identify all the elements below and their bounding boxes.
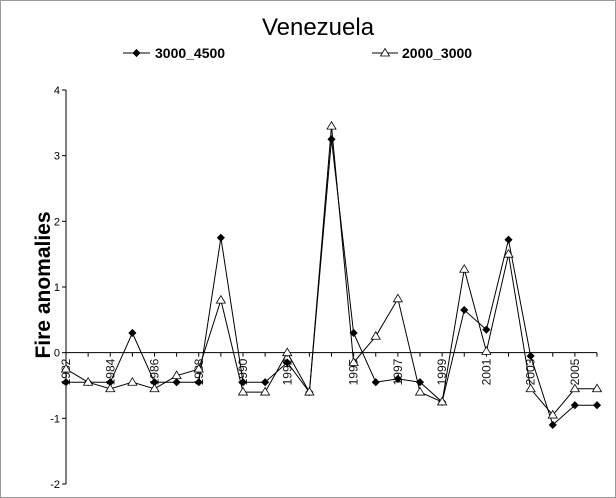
data-point-triangle bbox=[215, 294, 227, 304]
data-point-triangle bbox=[591, 383, 603, 393]
data-point-triangle bbox=[436, 396, 448, 406]
data-point-diamond bbox=[371, 378, 380, 387]
data-point-diamond bbox=[194, 378, 203, 387]
legend-marker-series-1 bbox=[132, 48, 141, 58]
chart-title: Venezuela bbox=[262, 14, 375, 41]
y-axis-label: Fire anomalies bbox=[32, 211, 55, 358]
data-point-triangle bbox=[193, 363, 204, 373]
data-point-triangle bbox=[171, 370, 182, 380]
y-tick-labels: -2 -1 0 1 2 3 4 bbox=[50, 85, 60, 491]
data-point-diamond bbox=[327, 135, 336, 144]
series-line-2000_3000 bbox=[65, 126, 597, 416]
data-point-diamond bbox=[415, 378, 425, 387]
data-point-triangle bbox=[237, 386, 249, 396]
y-tick-label: 3 bbox=[54, 151, 60, 163]
data-point-diamond bbox=[460, 305, 469, 315]
data-point-diamond bbox=[349, 328, 358, 338]
legend: 3000_4500 2000_3000 bbox=[123, 45, 472, 61]
y-tick-label: -2 bbox=[50, 479, 60, 491]
x-tick-labels: 1982198419861988199019921995199719992001… bbox=[59, 358, 582, 385]
data-point-triangle bbox=[282, 347, 293, 357]
data-point-diamond bbox=[261, 378, 270, 387]
data-point-triangle bbox=[259, 386, 271, 396]
data-point-triangle bbox=[127, 376, 138, 386]
data-point-diamond bbox=[526, 351, 535, 361]
data-point-triangle bbox=[304, 386, 315, 396]
data-point-diamond bbox=[548, 420, 557, 429]
axes bbox=[62, 89, 598, 485]
legend-marker-series-2 bbox=[379, 47, 391, 57]
y-tick-label: 1 bbox=[54, 282, 60, 294]
data-point-triangle bbox=[60, 363, 72, 373]
y-tick-label: 4 bbox=[54, 85, 60, 97]
x-tick-label: 2005 bbox=[568, 358, 582, 385]
data-point-diamond bbox=[482, 325, 491, 334]
series-markers bbox=[60, 120, 603, 429]
data-point-triangle bbox=[414, 386, 426, 396]
data-point-triangle bbox=[149, 383, 160, 393]
data-point-diamond bbox=[504, 235, 513, 244]
data-point-triangle bbox=[370, 330, 381, 340]
data-point-diamond bbox=[238, 378, 248, 387]
data-point-triangle bbox=[82, 376, 94, 386]
series-lines bbox=[65, 126, 597, 426]
data-point-diamond bbox=[128, 328, 137, 338]
y-tick-label: -1 bbox=[50, 413, 60, 425]
data-point-triangle bbox=[569, 383, 581, 393]
data-point-triangle bbox=[481, 346, 492, 355]
x-tick-label: 1984 bbox=[103, 358, 117, 385]
data-point-diamond bbox=[570, 401, 579, 410]
y-tick-label: 2 bbox=[54, 216, 60, 228]
data-point-triangle bbox=[392, 293, 404, 303]
data-point-diamond bbox=[283, 358, 292, 367]
data-point-triangle bbox=[348, 357, 359, 366]
data-point-triangle bbox=[503, 248, 514, 258]
legend-label-series-1: 3000_4500 bbox=[155, 45, 225, 61]
data-point-triangle bbox=[547, 409, 558, 419]
data-point-diamond bbox=[61, 378, 71, 387]
data-point-triangle bbox=[459, 263, 470, 273]
x-tick-label: 2001 bbox=[479, 358, 493, 385]
series-line-3000_4500 bbox=[66, 139, 597, 426]
data-point-triangle bbox=[326, 120, 337, 130]
y-tick-label: 0 bbox=[54, 348, 60, 360]
legend-label-series-2: 2000_3000 bbox=[402, 45, 472, 61]
data-point-diamond bbox=[393, 374, 402, 383]
data-point-diamond bbox=[172, 378, 181, 387]
data-point-triangle bbox=[105, 383, 116, 393]
data-point-diamond bbox=[592, 401, 602, 410]
data-point-diamond bbox=[216, 233, 225, 242]
data-point-triangle bbox=[525, 383, 536, 393]
x-tick-label: 1986 bbox=[148, 358, 162, 385]
